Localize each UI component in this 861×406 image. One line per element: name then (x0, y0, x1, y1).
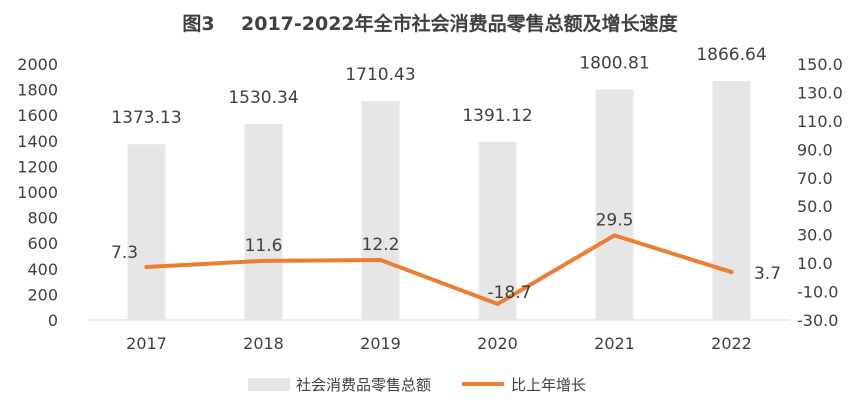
left-tick-label: 200 (27, 285, 58, 304)
line-value-label: 7.3 (111, 243, 138, 263)
bar-series: 1373.13 1530.34 1710.43 1391.12 1800.81 1866.… (111, 45, 767, 320)
line-value-label: 12.2 (362, 235, 400, 255)
left-tick-label: 1400 (17, 132, 58, 151)
left-tick-label: 400 (27, 260, 58, 279)
bar-value-label: 1391.12 (462, 106, 532, 126)
line-value-label: 29.5 (596, 210, 634, 230)
right-tick-label: 110.0 (797, 112, 843, 131)
line-point (144, 264, 149, 269)
left-tick-label: 1600 (17, 106, 58, 125)
x-tick-label: 2021 (594, 334, 635, 353)
x-tick-label: 2018 (243, 334, 284, 353)
line-value-label: -18.7 (488, 283, 532, 303)
x-axis: 2017 2018 2019 2020 2021 2022 (126, 334, 752, 353)
line-point (495, 301, 500, 306)
right-tick-label: 70.0 (797, 169, 833, 188)
x-tick-label: 2017 (126, 334, 167, 353)
left-tick-label: 1000 (17, 183, 58, 202)
right-tick-label: -10.0 (797, 283, 838, 302)
left-tick-label: 2000 (17, 55, 58, 74)
right-tick-label: 10.0 (797, 254, 833, 273)
right-tick-label: 30.0 (797, 226, 833, 245)
right-tick-label: 130.0 (797, 83, 843, 102)
left-tick-label: 600 (27, 234, 58, 253)
line-series: 7.3 11.6 12.2 -18.7 29.5 3.7 (111, 210, 781, 306)
bar-value-label: 1373.13 (111, 108, 181, 128)
chart-title: 图3 2017-2022年全市社会消费品零售总额及增长速度 (182, 12, 678, 35)
legend-label-bar: 社会消费品零售总额 (296, 376, 431, 394)
right-axis: -30.0 -10.0 10.0 30.0 50.0 70.0 90.0 110.0 130.0… (797, 55, 843, 330)
left-tick-label: 1800 (17, 81, 58, 100)
bar (127, 144, 166, 320)
legend: 社会消费品零售总额 比上年增长 (248, 376, 586, 394)
legend-label-line: 比上年增长 (511, 376, 586, 394)
bar (244, 124, 283, 320)
left-tick-label: 1200 (17, 157, 58, 176)
left-tick-label: 800 (27, 209, 58, 228)
bar (361, 101, 400, 320)
line-value-label: 3.7 (754, 264, 781, 284)
left-tick-label: 0 (48, 311, 58, 330)
right-tick-label: -30.0 (797, 311, 838, 330)
bar (595, 89, 634, 320)
x-tick-label: 2019 (360, 334, 401, 353)
right-tick-label: 150.0 (797, 55, 843, 74)
bar-value-label: 1800.81 (579, 53, 649, 73)
x-tick-label: 2020 (477, 334, 518, 353)
bar-value-label: 1530.34 (228, 88, 298, 108)
growth-line (144, 233, 734, 306)
line-point (378, 257, 383, 262)
bar (712, 81, 751, 320)
line-point (729, 270, 734, 275)
bar (478, 141, 517, 320)
bar-value-label: 1866.64 (696, 45, 766, 65)
legend-swatch-bar (248, 378, 290, 391)
left-axis: 0 200 400 600 800 1000 1200 1400 1600 1800 2000 (17, 55, 58, 330)
right-tick-label: 50.0 (797, 197, 833, 216)
bar-value-label: 1710.43 (345, 65, 415, 85)
right-tick-label: 90.0 (797, 140, 833, 159)
line-value-label: 11.6 (245, 236, 283, 256)
line-point (261, 258, 266, 263)
line-point (612, 233, 617, 238)
x-tick-label: 2022 (711, 334, 752, 353)
